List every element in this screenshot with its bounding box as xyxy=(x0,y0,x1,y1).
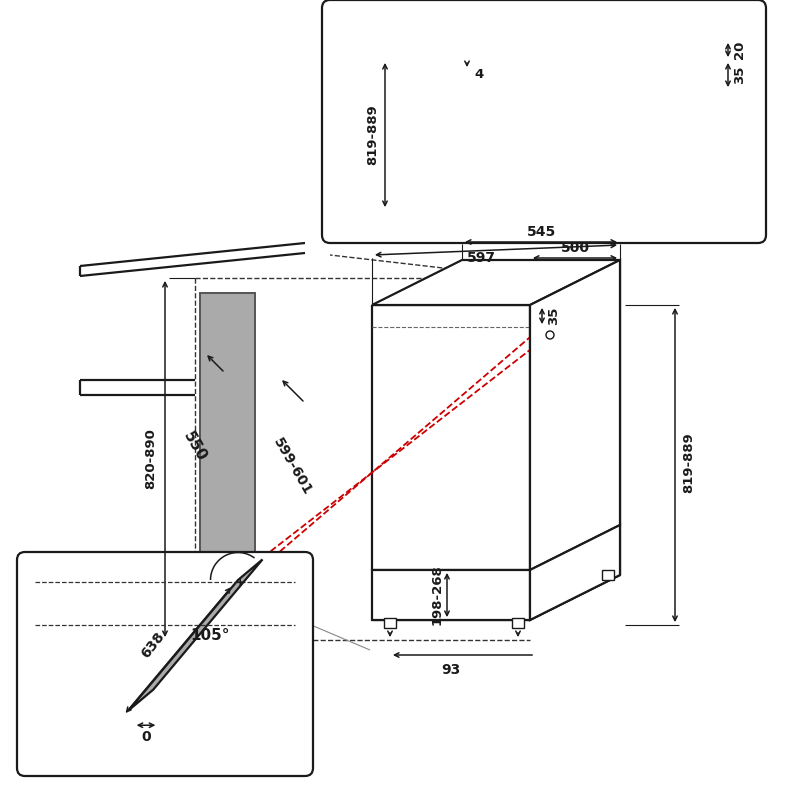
Text: 550: 550 xyxy=(181,429,210,464)
Text: +: + xyxy=(234,575,246,589)
Text: 819-889: 819-889 xyxy=(682,432,695,493)
Bar xyxy=(602,570,614,580)
Text: 0: 0 xyxy=(141,730,150,744)
Polygon shape xyxy=(372,570,530,620)
FancyBboxPatch shape xyxy=(17,552,313,776)
Polygon shape xyxy=(530,525,620,620)
Text: 500: 500 xyxy=(561,241,590,255)
Text: 4: 4 xyxy=(474,67,484,81)
Text: 820-890: 820-890 xyxy=(145,429,158,490)
Bar xyxy=(384,618,396,628)
Bar xyxy=(512,618,524,628)
Text: 20: 20 xyxy=(734,41,746,59)
Polygon shape xyxy=(372,260,620,305)
Polygon shape xyxy=(530,260,620,570)
Text: 93: 93 xyxy=(442,663,461,677)
Polygon shape xyxy=(129,559,262,710)
Text: 198-268: 198-268 xyxy=(430,565,443,626)
Text: 819-889: 819-889 xyxy=(366,105,379,166)
Text: 638: 638 xyxy=(139,630,168,661)
Text: 599-601: 599-601 xyxy=(270,435,314,498)
Text: 545: 545 xyxy=(526,225,556,239)
FancyBboxPatch shape xyxy=(322,0,766,243)
Text: 597: 597 xyxy=(466,251,495,265)
Text: 35: 35 xyxy=(547,307,561,325)
Text: 105°: 105° xyxy=(190,627,230,642)
Polygon shape xyxy=(200,293,255,620)
Text: 35: 35 xyxy=(734,66,746,84)
